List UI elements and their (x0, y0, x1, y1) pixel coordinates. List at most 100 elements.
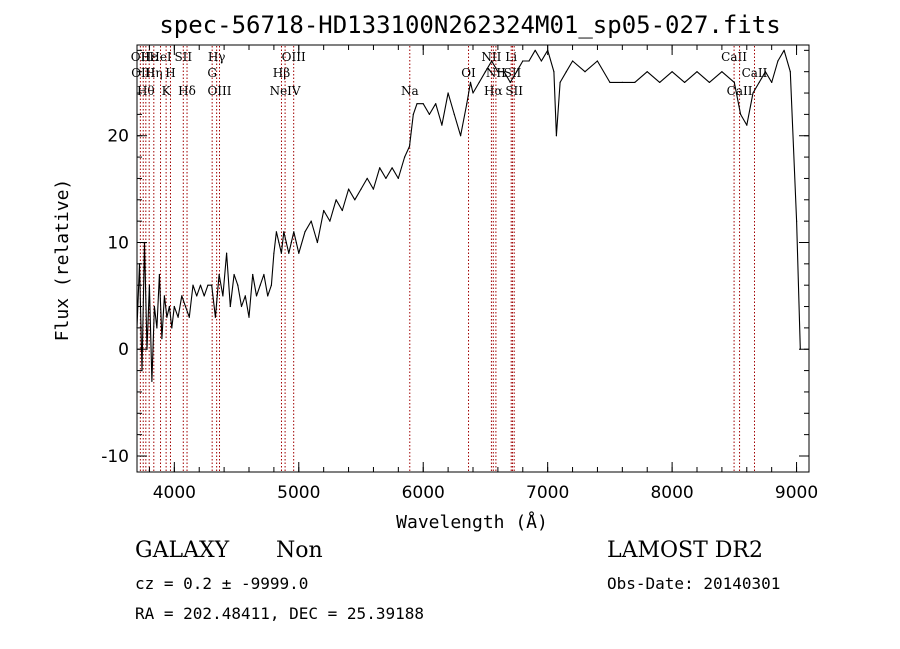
spectrum-point (659, 81, 661, 83)
spectrum-point (199, 284, 202, 286)
spectrum-point (416, 103, 418, 105)
spectrum-point (621, 81, 623, 83)
spectrum-point (158, 273, 160, 276)
spectrum-point (752, 92, 754, 94)
spectrum-point (273, 252, 275, 254)
redshift-text: cz = 0.2 ± -9999.0 (135, 574, 309, 593)
spectrum-point (329, 220, 331, 222)
spectrum-point (240, 305, 243, 308)
y-tick-label: 20 (107, 127, 129, 147)
spectrum-point (214, 316, 216, 318)
coordinates-text: RA = 202.48411, DEC = 25.39188 (135, 604, 424, 623)
spectrum-point (540, 60, 543, 62)
spectrum-point (740, 113, 742, 115)
spectrum-point (534, 49, 536, 51)
spectrum-point (275, 231, 277, 233)
line-label: Hγ (208, 50, 226, 64)
spectrum-point (156, 327, 158, 329)
spectrum-point (746, 124, 748, 126)
spectrum-point (777, 60, 779, 62)
line-label: NII (481, 50, 501, 64)
spectrum-point (316, 241, 318, 244)
x-tick-label: 4000 (153, 483, 196, 503)
spectrum-point (404, 156, 406, 158)
spectrum-point (290, 241, 292, 244)
spectrum-point (671, 71, 673, 73)
spectrum-point (177, 316, 179, 318)
line-label: Li (505, 50, 517, 64)
line-label: H (165, 66, 175, 80)
spectrum-point (503, 71, 505, 73)
spectrum-point (283, 231, 285, 233)
survey-name: LAMOST DR2 (607, 538, 763, 563)
spectrum-point (796, 220, 798, 222)
line-label: NII (486, 66, 506, 80)
spectrum-point (263, 273, 265, 276)
spectrum-point (168, 305, 170, 308)
spectrum-point (354, 199, 356, 201)
line-label: Hη (145, 66, 163, 80)
spectrum-point (460, 135, 462, 137)
spectrum-point (226, 252, 228, 254)
spectrum-point (584, 71, 586, 73)
spectrum-point (192, 284, 194, 286)
line-label: SII (504, 66, 522, 80)
spectrum-point (171, 327, 173, 329)
spectrum-point (196, 295, 198, 297)
spectrum-point (259, 284, 261, 286)
spectrum-point (408, 145, 411, 147)
spectrum-point (385, 177, 387, 179)
spectrum-point (609, 81, 611, 83)
spectrum-point (310, 220, 312, 222)
spectrum-point (522, 60, 524, 62)
spectrum-point (721, 71, 723, 73)
line-label: K (162, 84, 172, 98)
spectrum-point (278, 241, 280, 244)
spectrum-point (270, 284, 272, 286)
spectrum-point (484, 71, 486, 73)
y-axis-label: Flux (relative) (52, 179, 73, 342)
axes-layer: 4000 5000 6000 7000 8000 9000 -10 0 10 20 (101, 45, 818, 503)
spectrum-point (237, 284, 239, 286)
line-label: OIII (207, 84, 231, 98)
spectrum-point (348, 188, 350, 190)
spectrum-point (509, 81, 511, 83)
spectrum-point (166, 316, 168, 318)
spectrum-point (244, 295, 246, 297)
spectrum-point (285, 241, 287, 244)
spectrum-point (472, 92, 474, 94)
line-markers-layer: OIIOIIIHθHεHηHeIKHSIIHδGHγOIIIHβOIIINeIV… (131, 46, 768, 471)
spectrum-point (222, 295, 224, 297)
spectrum-point (148, 284, 150, 286)
spectrum-point (466, 103, 468, 105)
spectrum-point (255, 295, 258, 297)
line-label: SII (174, 50, 192, 64)
spectrum-point (441, 124, 443, 126)
x-tick-label: 6000 (402, 483, 445, 503)
object-subclass: Non (276, 538, 323, 563)
series-layer (136, 49, 801, 382)
spectrum-point (516, 71, 518, 73)
line-label: SII (505, 84, 523, 98)
spectrum-point (288, 252, 290, 254)
spectrum-point (684, 81, 686, 83)
spectrum-point (233, 273, 235, 276)
spectrum-point (783, 49, 785, 51)
line-label: Na (401, 84, 419, 98)
spectrum-point (478, 81, 480, 83)
spectrum-point (211, 284, 213, 286)
spectrum-point (565, 71, 567, 73)
spectrum-point (497, 71, 499, 73)
spectrum-point (412, 113, 414, 115)
x-axis-label: Wavelength (Å) (396, 511, 548, 533)
spectrum-point (391, 167, 393, 169)
spectrum-point (173, 305, 175, 308)
y-tick-label: -10 (101, 447, 129, 467)
spectrum-point (335, 199, 337, 201)
spectrum-point (453, 113, 455, 115)
line-label: CaII (742, 66, 768, 80)
line-label: OI (461, 66, 476, 80)
spectrum-point (248, 316, 250, 318)
spectrum-point (528, 60, 530, 62)
